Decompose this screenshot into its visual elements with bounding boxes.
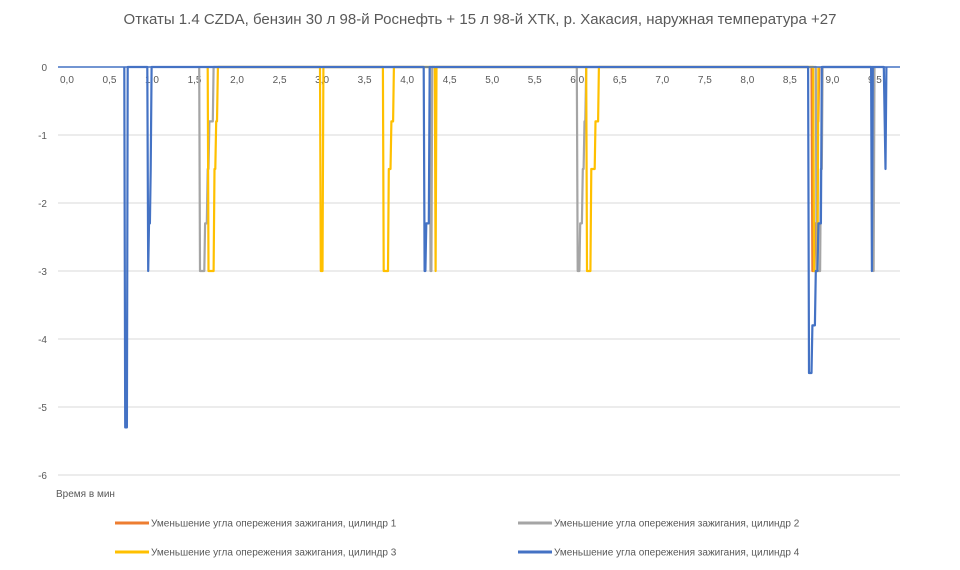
legend-item-cylinder-1: Уменьшение угла опережения зажигания, ци… (115, 519, 397, 530)
y-tick-labels: 0 -1 -2 -3 -4 -5 -6 (38, 63, 47, 482)
x-tick-labels: 0,0 0,5 1,0 1,5 2,0 2,5 3,0 3,5 4,0 4,5 5,0 5,5 6,0 6… (60, 75, 882, 86)
x-tick-label: 7,5 (698, 75, 712, 86)
x-tick-label: 2,5 (273, 75, 287, 86)
x-tick-label: 5,5 (528, 75, 542, 86)
x-tick-label: 2,0 (230, 75, 244, 86)
chart-title: Откаты 1.4 CZDA, бензин 30 л 98-й Роснеф… (124, 11, 837, 28)
y-tick-label: 0 (41, 63, 47, 74)
legend-label: Уменьшение угла опережения зажигания, ци… (151, 548, 397, 559)
legend-item-cylinder-3: Уменьшение угла опережения зажигания, ци… (115, 548, 397, 559)
x-tick-label: 0,0 (60, 75, 74, 86)
grid (58, 134, 900, 476)
x-axis-title: Время в мин (56, 489, 115, 500)
x-tick-label: 9,0 (825, 75, 839, 86)
y-tick-label: -1 (38, 131, 47, 142)
x-tick-label: 8,0 (740, 75, 754, 86)
x-tick-label: 6,5 (613, 75, 627, 86)
legend-item-cylinder-4: Уменьшение угла опережения зажигания, ци… (518, 548, 800, 559)
legend-label: Уменьшение угла опережения зажигания, ци… (554, 519, 800, 530)
x-tick-label: 8,5 (783, 75, 797, 86)
series-line-cylinder-4 (123, 65, 888, 429)
x-tick-label: 7,0 (655, 75, 669, 86)
x-tick-label: 5,0 (485, 75, 499, 86)
legend-label: Уменьшение угла опережения зажигания, ци… (151, 519, 397, 530)
y-tick-label: -3 (38, 267, 47, 278)
y-tick-label: -6 (38, 471, 47, 482)
x-tick-label: 3,5 (358, 75, 372, 86)
legend-item-cylinder-2: Уменьшение угла опережения зажигания, ци… (518, 519, 800, 530)
y-tick-label: -5 (38, 403, 47, 414)
y-tick-label: -4 (38, 335, 47, 346)
legend-label: Уменьшение угла опережения зажигания, ци… (554, 548, 800, 559)
series-lines (123, 65, 888, 429)
x-tick-label: 4,5 (443, 75, 457, 86)
x-tick-label: 0,5 (103, 75, 117, 86)
y-tick-label: -2 (38, 199, 47, 210)
series-line-cylinder-3 (206, 65, 820, 273)
x-tick-label: 4,0 (400, 75, 414, 86)
x-tick-label: 1,5 (188, 75, 202, 86)
legend: Уменьшение угла опережения зажигания, ци… (115, 519, 800, 559)
series-line-cylinder-2 (198, 65, 876, 273)
